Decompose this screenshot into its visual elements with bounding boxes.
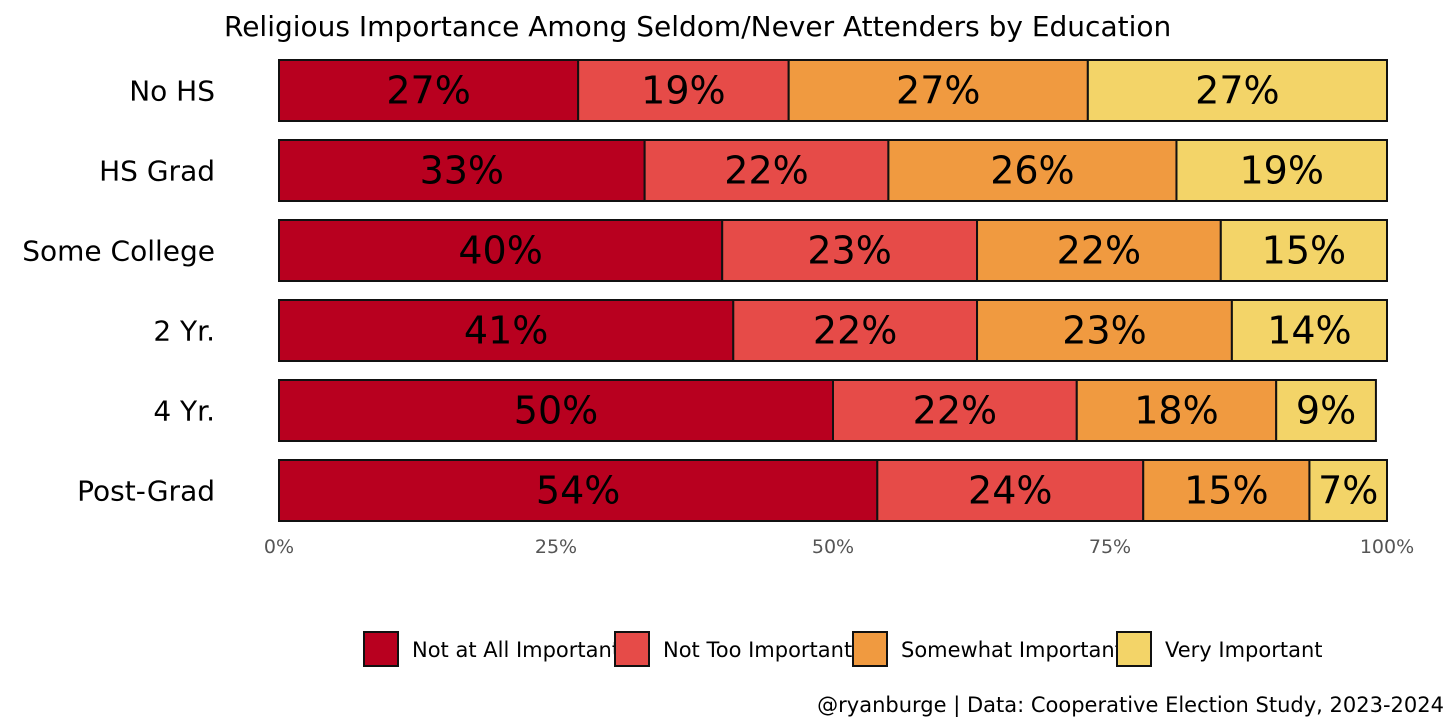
data-label: 26% (990, 149, 1074, 193)
bar-segment (721, 219, 979, 282)
data-label: 19% (641, 69, 725, 113)
category-label: 4 Yr. (153, 395, 215, 428)
data-label: 23% (807, 229, 891, 273)
category-label: Some College (22, 235, 215, 268)
data-label: 22% (913, 389, 997, 433)
bar-segment (278, 459, 879, 522)
x-tick-label: 0% (264, 536, 294, 558)
x-tick-label: 100% (1360, 536, 1414, 558)
data-label: 14% (1267, 309, 1351, 353)
bar-segment (278, 139, 646, 202)
bar-segment (1219, 219, 1389, 282)
data-label: 7% (1318, 469, 1378, 513)
data-label: 9% (1296, 389, 1356, 433)
x-axis: 0% 25% 50% 75% 100% (264, 536, 1414, 558)
data-label: 33% (420, 149, 504, 193)
category-label: 2 Yr. (153, 315, 215, 348)
bar-segment (278, 379, 834, 442)
bar-segment (787, 59, 1089, 122)
category-label: Post-Grad (77, 475, 215, 508)
data-label: 27% (386, 69, 470, 113)
data-label: 22% (724, 149, 808, 193)
bar-segment (1142, 459, 1311, 522)
bar-segment (876, 459, 1145, 522)
data-label: 22% (1057, 229, 1141, 273)
x-tick-label: 25% (535, 536, 577, 558)
bar-segment (278, 59, 580, 122)
data-label: 41% (464, 309, 548, 353)
data-label: 23% (1062, 309, 1146, 353)
bar-segment (1175, 139, 1388, 202)
data-label: 19% (1240, 149, 1324, 193)
bar-segment (1230, 299, 1388, 362)
data-label: 24% (968, 469, 1052, 513)
bar-segment (1308, 459, 1388, 522)
bar-segment (577, 59, 790, 122)
data-label: 27% (896, 69, 980, 113)
data-label: 54% (536, 469, 620, 513)
data-label: 15% (1262, 229, 1346, 273)
data-label: 22% (813, 309, 897, 353)
data-label: 40% (458, 229, 542, 273)
data-label: 27% (1195, 69, 1279, 113)
chart-title: Religious Importance Among Seldom/Never … (224, 10, 1171, 43)
legend-label: Very Important (1165, 638, 1323, 662)
bar-segment (887, 139, 1178, 202)
bar-segment (1275, 379, 1377, 442)
legend: Not at All Important Not Too Important Som… (363, 631, 1323, 667)
bar-segment (278, 219, 724, 282)
data-label: 18% (1134, 389, 1218, 433)
bar-segment (643, 139, 890, 202)
legend-swatch (1116, 631, 1152, 667)
legend-swatch (852, 631, 888, 667)
data-label: 15% (1184, 469, 1268, 513)
legend-label: Somewhat Important (901, 638, 1123, 662)
bar-segment (832, 379, 1078, 442)
bar-segment (732, 299, 979, 362)
data-label: 50% (514, 389, 598, 433)
bar-segment (278, 299, 735, 362)
x-tick-label: 75% (1089, 536, 1131, 558)
category-label: HS Grad (99, 155, 215, 188)
bars-group: No HS 27% 19% 27% 27% HS Grad 33% 22% 26% 19% Some… (22, 59, 1389, 522)
caption: @ryanburge | Data: Cooperative Election … (817, 693, 1444, 718)
bar-segment (1086, 59, 1388, 122)
category-label: No HS (129, 75, 215, 108)
legend-label: Not at All Important (412, 638, 620, 662)
bar-segment (1075, 379, 1278, 442)
legend-swatch (614, 631, 650, 667)
legend-label: Not Too Important (663, 638, 852, 662)
legend-swatch (363, 631, 399, 667)
x-tick-label: 50% (812, 536, 854, 558)
